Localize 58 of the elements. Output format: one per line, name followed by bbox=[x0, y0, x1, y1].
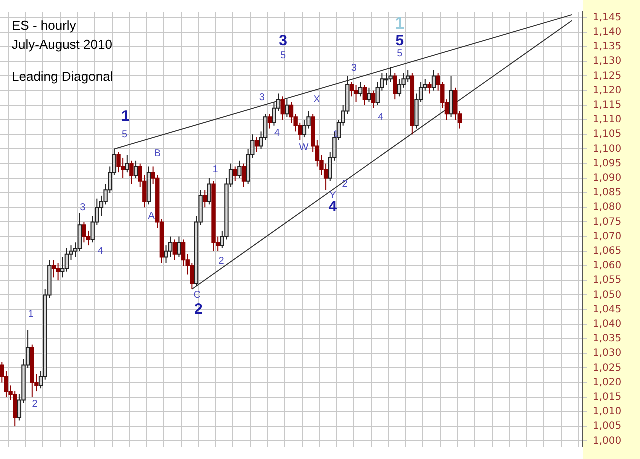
y-tick-label: 1,020 bbox=[593, 377, 622, 388]
y-tick-label: 1,090 bbox=[593, 173, 622, 184]
annotation: A bbox=[148, 211, 156, 222]
y-tick-label: 1,035 bbox=[593, 334, 622, 345]
y-tick-label: 1,055 bbox=[593, 275, 622, 286]
annotation: 2 bbox=[32, 399, 38, 410]
annotation: W bbox=[299, 142, 310, 154]
annotation: 4 bbox=[274, 128, 280, 140]
annotation: 3 bbox=[279, 32, 288, 50]
y-tick-label: 1,045 bbox=[593, 304, 622, 316]
y-tick-label: 1,040 bbox=[593, 318, 622, 330]
text: July-August 2010 bbox=[12, 37, 112, 52]
annotation: 2 bbox=[342, 179, 348, 190]
text: ES - hourly bbox=[12, 18, 77, 34]
annotation: 2 bbox=[218, 256, 225, 268]
y-tick-label: 1,025 bbox=[593, 362, 622, 374]
y-tick-label: 1,140 bbox=[593, 27, 622, 38]
y-tick-label: 1,125 bbox=[593, 70, 622, 82]
y-tick-label: 1,095 bbox=[593, 158, 622, 170]
y-tick-label: 1,085 bbox=[593, 188, 622, 199]
y-tick-label: 1,000 bbox=[593, 436, 622, 447]
annotation: 1 bbox=[333, 129, 340, 140]
annotation: X bbox=[314, 94, 321, 106]
annotation: 5 bbox=[397, 48, 404, 60]
annotation: 4 bbox=[98, 246, 104, 258]
annotation: 5 bbox=[280, 50, 287, 62]
annotation: 4 bbox=[378, 112, 384, 123]
annotation: 3 bbox=[80, 202, 86, 214]
annotation: 3 bbox=[259, 92, 266, 104]
annotation: B bbox=[154, 148, 162, 160]
y-tick-label: 1,030 bbox=[593, 348, 622, 360]
y-tick-label: 1,115 bbox=[593, 100, 622, 112]
y-tick-label: 1,015 bbox=[593, 392, 622, 403]
annotation: Leading Diagonal bbox=[12, 69, 114, 84]
annotation: 1 bbox=[28, 308, 34, 320]
y-tick-label: 1,005 bbox=[593, 421, 622, 432]
y-tick-label: 1,065 bbox=[593, 246, 622, 257]
annotation: 3 bbox=[351, 62, 358, 74]
y-tick-label: 1,100 bbox=[593, 144, 622, 155]
y-tick-label: 1,010 bbox=[593, 406, 622, 418]
y-tick-label: 1,135 bbox=[593, 42, 622, 53]
annotation: C bbox=[194, 290, 201, 301]
annotation: 5 bbox=[396, 32, 404, 50]
annotation: 1 bbox=[121, 108, 130, 126]
y-tick-label: 1,105 bbox=[593, 129, 622, 140]
annotation: 2 bbox=[194, 300, 203, 318]
annotation: 5 bbox=[122, 129, 128, 140]
y-tick-label: 1,120 bbox=[593, 85, 622, 96]
y-tick-label: 1,080 bbox=[593, 202, 622, 214]
annotation: 1 bbox=[212, 164, 219, 176]
y-tick-label: 1,070 bbox=[593, 231, 622, 242]
y-tick-label: 1,130 bbox=[593, 56, 622, 68]
y-tick-label: 1,145 bbox=[593, 12, 622, 24]
annotation: 1 bbox=[395, 14, 405, 34]
y-tick-label: 1,060 bbox=[593, 260, 622, 272]
y-tick-label: 1,110 bbox=[593, 114, 622, 126]
y-tick-label: 1,050 bbox=[593, 290, 622, 301]
y-tick-label: 1,075 bbox=[593, 216, 622, 228]
